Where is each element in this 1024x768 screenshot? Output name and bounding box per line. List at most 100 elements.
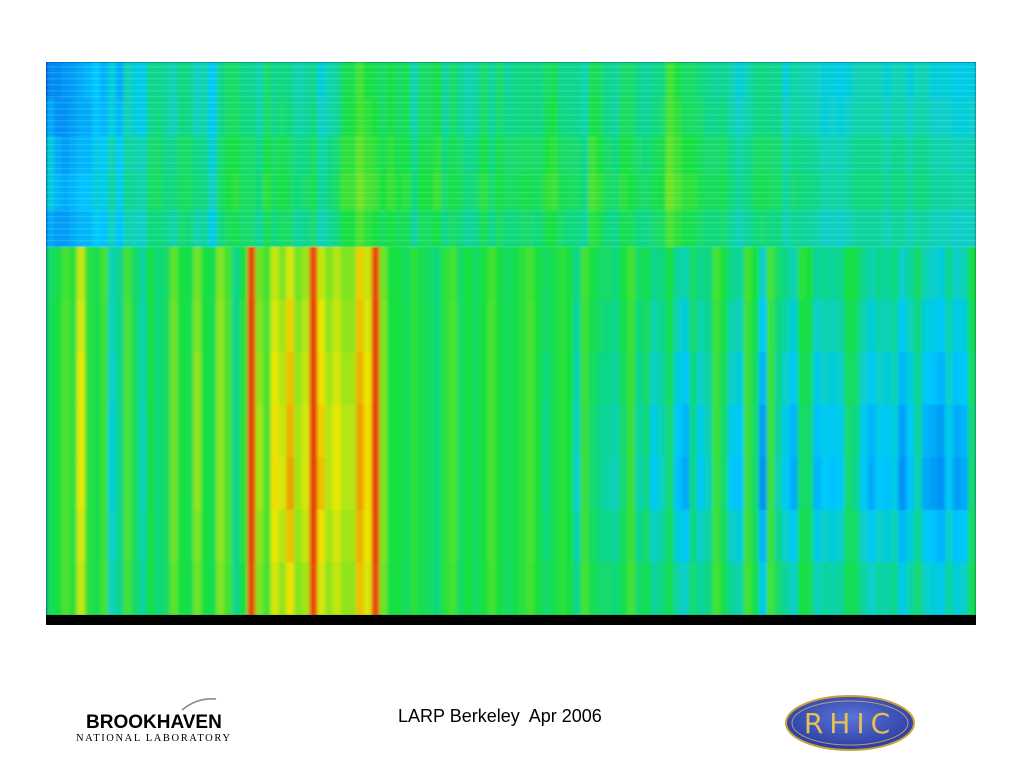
heatmap-cell: [53, 99, 63, 137]
heatmap-cell: [356, 247, 365, 301]
heatmap-cell: [201, 173, 210, 211]
heatmap-cell: [224, 299, 233, 353]
heatmap-cell: [937, 62, 946, 100]
heatmap-cell: [883, 299, 892, 353]
heatmap-cell: [340, 509, 349, 564]
heatmap-cell: [216, 247, 225, 301]
heatmap-cell: [371, 562, 380, 616]
heatmap-cell: [534, 457, 543, 511]
heatmap-cell: [511, 99, 520, 137]
rhic-text: RHIC: [804, 707, 896, 740]
heatmap-cell: [526, 509, 535, 564]
heatmap-cell: [735, 99, 745, 137]
heatmap-cell: [263, 136, 272, 174]
heatmap-cell: [286, 173, 295, 211]
heatmap-cell: [394, 210, 404, 248]
heatmap-cell: [898, 99, 907, 137]
heatmap-cell: [828, 562, 838, 616]
heatmap-cell: [123, 136, 132, 174]
heatmap-cell: [883, 99, 892, 137]
heatmap-cell: [790, 509, 799, 564]
heatmap-cell: [751, 509, 760, 564]
heatmap-cell: [681, 404, 690, 458]
heatmap-cell: [774, 247, 783, 301]
heatmap-cell: [495, 99, 504, 137]
heatmap-cell: [301, 173, 311, 211]
heatmap-cell: [480, 62, 489, 100]
heatmap-cell: [650, 457, 659, 511]
heatmap-cell: [201, 457, 210, 511]
heatmap-cell: [162, 299, 171, 353]
heatmap-cell: [828, 62, 838, 100]
heatmap-cell: [573, 210, 582, 248]
heatmap-cell: [503, 99, 512, 137]
heatmap-cell: [92, 352, 101, 406]
heatmap-cell: [356, 99, 365, 137]
heatmap-cell: [201, 136, 210, 174]
heatmap-cell: [201, 99, 210, 137]
heatmap-cell: [387, 173, 396, 211]
heatmap-cell: [84, 173, 94, 211]
heatmap-cell: [557, 352, 566, 406]
heatmap-cell: [797, 404, 807, 458]
heatmap-cell: [960, 136, 969, 174]
heatmap-cell: [921, 247, 931, 301]
heatmap-cell: [301, 247, 311, 301]
heatmap-cell: [735, 457, 745, 511]
heatmap-cell: [46, 247, 55, 301]
heatmap-cell: [689, 562, 698, 616]
heatmap-cell: [317, 247, 326, 301]
heatmap-cell: [743, 404, 752, 458]
heatmap-cell: [805, 509, 814, 564]
scanline: [46, 234, 976, 236]
heatmap-cell: [177, 136, 187, 174]
heatmap-cell: [77, 299, 86, 353]
heatmap-cell: [759, 99, 768, 137]
heatmap-cell: [61, 62, 70, 100]
heatmap-cell: [394, 562, 404, 616]
heatmap-cell: [309, 299, 318, 353]
heatmap-cell: [139, 562, 148, 616]
heatmap-cell: [495, 247, 504, 301]
heatmap-cell: [239, 99, 249, 137]
heatmap-cell: [100, 509, 109, 564]
heatmap-cell: [526, 136, 535, 174]
heatmap-cell: [425, 173, 435, 211]
heatmap-cell: [61, 352, 70, 406]
heatmap-cell: [704, 173, 714, 211]
heatmap-cell: [813, 352, 822, 406]
heatmap-cell: [232, 352, 241, 406]
heatmap-cell: [69, 210, 78, 248]
heatmap-cell: [247, 210, 256, 248]
heatmap-cell: [774, 99, 783, 137]
heatmap-cell: [929, 299, 938, 353]
heatmap-cell: [495, 352, 504, 406]
heatmap-cell: [658, 62, 667, 100]
heatmap-cell: [441, 299, 450, 353]
heatmap-cell: [371, 210, 380, 248]
heatmap-cell: [294, 136, 303, 174]
heatmap-cell: [325, 173, 334, 211]
heatmap-cell: [689, 62, 698, 100]
heatmap-cell: [952, 62, 962, 100]
heatmap-cell: [170, 509, 179, 564]
logo-swoosh: [181, 697, 217, 711]
heatmap-cell: [309, 99, 318, 137]
heatmap-cell: [611, 247, 621, 301]
heatmap-cell: [53, 299, 63, 353]
heatmap-cell: [720, 173, 729, 211]
rhic-ellipse: [785, 695, 915, 751]
heatmap-cell: [115, 210, 125, 248]
heatmap-cell: [464, 562, 473, 616]
heatmap-cell: [580, 247, 590, 301]
heatmap-cell: [883, 404, 892, 458]
heatmap-cell: [782, 457, 791, 511]
heatmap-cell: [534, 136, 543, 174]
heatmap-cell: [263, 173, 272, 211]
heatmap-cell: [286, 404, 295, 458]
heatmap-cell: [418, 247, 427, 301]
heatmap-cell: [766, 247, 776, 301]
heatmap-cells: [46, 62, 976, 616]
heatmap-cell: [185, 99, 194, 137]
heatmap-cell: [449, 99, 458, 137]
